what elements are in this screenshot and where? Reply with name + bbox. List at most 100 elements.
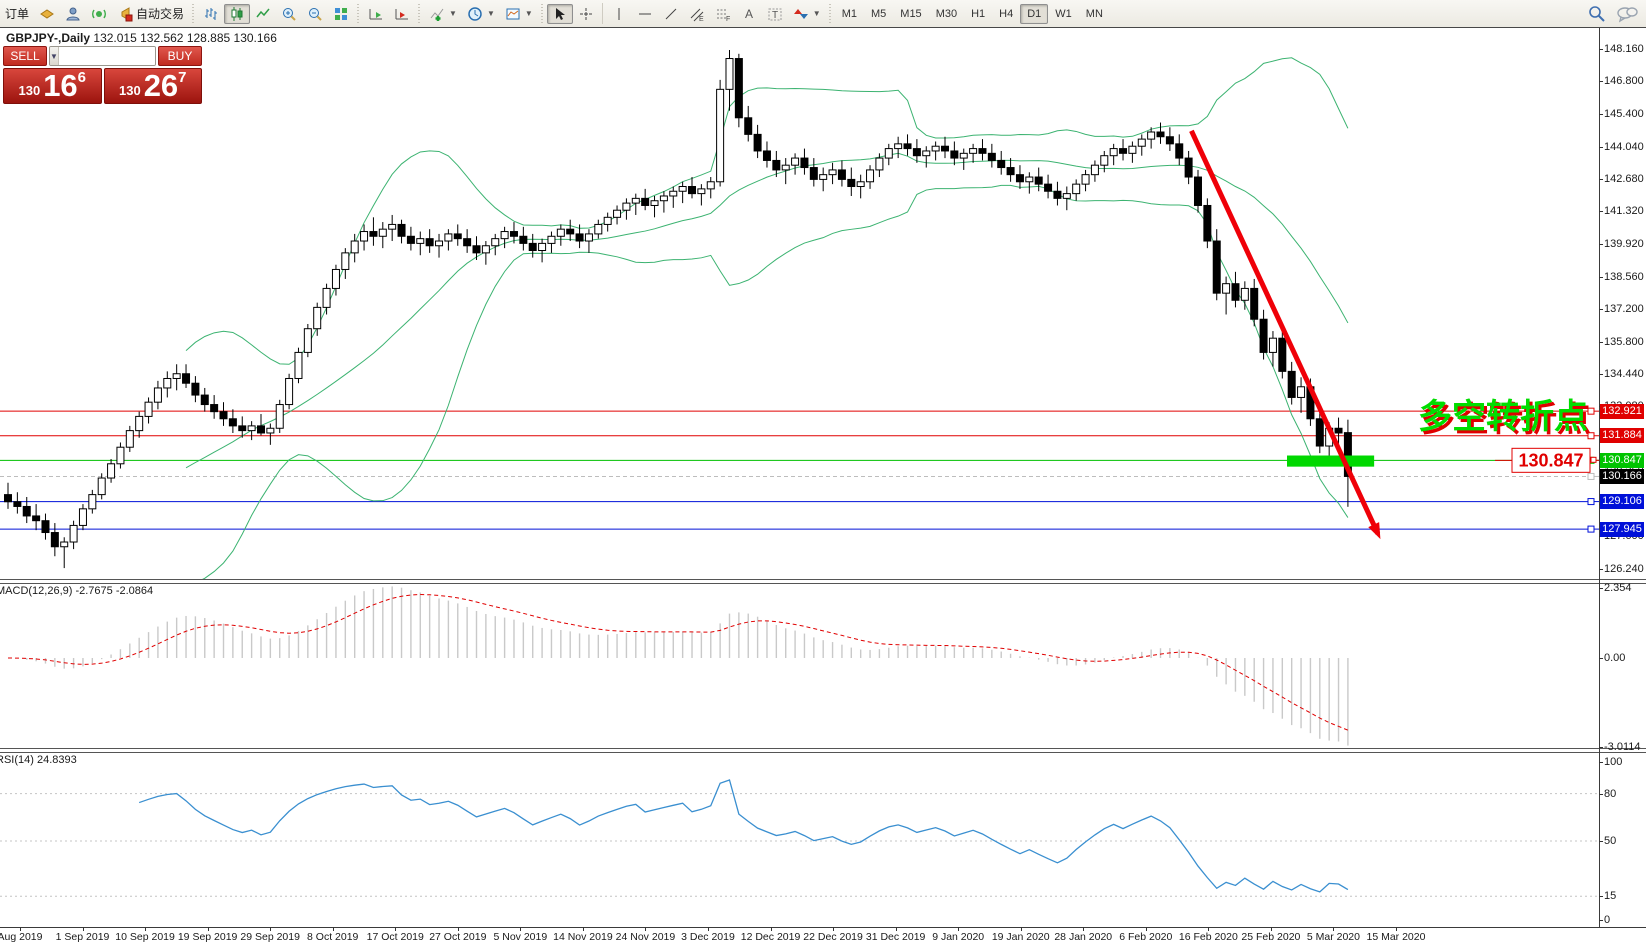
fibonacci-button[interactable]: F [710, 4, 736, 24]
price-axis-tick: 131.720 [1599, 432, 1644, 445]
sell-price-display[interactable]: 130 16 6 [3, 68, 102, 104]
timeframe-m15-button[interactable]: M15 [893, 4, 928, 24]
sell-price-big: 16 [43, 68, 78, 103]
sell-button[interactable]: SELL [3, 46, 47, 66]
arrows-shapes-icon [793, 6, 809, 22]
macd-signal-line [7, 594, 1349, 731]
text-icon: A [741, 6, 757, 22]
svg-text:A: A [745, 7, 753, 21]
text-label-icon: T [767, 6, 783, 22]
volume-stepper: ▼ ▲ [49, 46, 156, 66]
news-signal-button[interactable] [86, 4, 112, 24]
chart-shift-button[interactable] [389, 4, 415, 24]
timeframe-m1-button[interactable]: M1 [835, 4, 864, 24]
toolbar-separator [601, 3, 603, 24]
toolbar: 订单 自动交易 ▼ ▼ [0, 0, 1646, 28]
macd-canvas[interactable] [0, 584, 1599, 748]
date-axis-label: 10 Sep 2019 [115, 931, 175, 943]
rsi-axis-tick: 100 [1598, 756, 1623, 768]
market-depth-button[interactable] [34, 4, 60, 24]
community-button[interactable] [60, 4, 86, 24]
green-zone-rectangle[interactable] [1287, 455, 1375, 467]
channel-button[interactable]: E [684, 4, 710, 24]
price-tag: 130.847 [1600, 452, 1644, 468]
auto-scroll-icon [368, 6, 384, 22]
rsi-canvas[interactable] [0, 752, 1599, 927]
bar-chart-button[interactable] [198, 4, 224, 24]
date-axis-label: 8 Oct 2019 [307, 931, 359, 943]
timeframe-m30-button[interactable]: M30 [929, 4, 964, 24]
macd-axis-tick: 0.00 [1598, 652, 1626, 664]
svg-text:多空转折点: 多空转折点 [1418, 398, 1588, 436]
channel-icon: E [689, 6, 705, 22]
price-axis-line [1599, 28, 1600, 927]
news-signal-icon [91, 6, 107, 22]
rsi-axis-tick: 0 [1598, 914, 1611, 926]
price-tag: 130.166 [1600, 468, 1644, 484]
timeframe-label: M15 [900, 7, 922, 20]
chat-icon[interactable] [1616, 5, 1638, 23]
pane-splitter-rsi[interactable] [0, 748, 1646, 749]
periods-button[interactable]: ▼ [462, 4, 500, 24]
tile-windows-button[interactable] [328, 4, 354, 24]
timeframe-h4-button[interactable]: H4 [992, 4, 1020, 24]
buy-price-display[interactable]: 130 26 7 [103, 68, 202, 104]
date-axis-label: 1 Sep 2019 [55, 931, 110, 943]
timeframe-label: MN [1085, 7, 1103, 20]
pane-splitter-rsi-line2 [0, 752, 1646, 753]
price-axis-tick: 134.440 [1599, 368, 1644, 381]
cursor-button[interactable] [546, 3, 573, 24]
price-axis-tick: 146.800 [1599, 75, 1644, 88]
chart-title: GBPJPY-,Daily 132.015 132.562 128.885 13… [6, 31, 277, 45]
ohlc-values: 132.015 132.562 128.885 130.166 [93, 31, 277, 45]
macd-pane[interactable] [0, 584, 1599, 748]
templates-button[interactable]: ▼ [500, 4, 538, 24]
timeframe-d1-button[interactable]: D1 [1020, 3, 1049, 24]
timeframe-h1-button[interactable]: H1 [964, 4, 992, 24]
date-axis-label: 24 Nov 2019 [615, 931, 676, 943]
trendline-button[interactable] [658, 4, 684, 24]
toolbar-grip [539, 3, 545, 24]
text-button[interactable]: A [736, 4, 762, 24]
timeframe-label: M5 [871, 7, 887, 20]
text-label-button[interactable]: T [762, 4, 788, 24]
fibonacci-icon: F [715, 6, 731, 22]
date-axis-label: 5 Mar 2020 [1306, 931, 1360, 943]
community-icon [65, 6, 81, 22]
toolbar-grip [827, 3, 833, 24]
search-icon[interactable] [1588, 5, 1606, 23]
zoom-out-button[interactable] [302, 4, 328, 24]
rsi-pane[interactable] [0, 752, 1599, 927]
timeframe-m5-button[interactable]: M5 [864, 4, 893, 24]
autotrading-button[interactable]: 自动交易 [112, 4, 189, 24]
horizontal-line-button[interactable] [632, 4, 658, 24]
indicators-caret: ▼ [449, 9, 457, 18]
autotrading-icon [117, 6, 133, 22]
date-axis-label: 28 Jan 2020 [1054, 931, 1113, 943]
crosshair-button[interactable] [573, 4, 599, 24]
line-chart-button[interactable] [250, 4, 276, 24]
auto-scroll-button[interactable] [363, 4, 389, 24]
timeframe-w1-button[interactable]: W1 [1048, 4, 1079, 24]
date-axis-label: 29 Sep 2019 [240, 931, 300, 943]
volume-input[interactable] [58, 47, 155, 65]
zoom-in-icon [281, 6, 297, 22]
one-click-trading-panel: SELL ▼ ▲ BUY 130 16 6 130 26 7 [3, 46, 202, 104]
date-axis-label: 16 Feb 2020 [1178, 931, 1238, 943]
volume-decrease-button[interactable]: ▼ [50, 47, 59, 65]
indicators-button[interactable]: ▼ [424, 4, 462, 24]
price-axis-tick: 133.080 [1599, 400, 1644, 413]
main-chart-pane[interactable]: 多空转折点 多空转折点 130.847 [0, 28, 1599, 580]
buy-price-sup: 7 [178, 69, 187, 86]
price-tag: 131.884 [1600, 428, 1644, 444]
timeframe-mn-button[interactable]: MN [1079, 4, 1110, 24]
rsi-axis-tick: 15 [1598, 890, 1617, 902]
zoom-in-button[interactable] [276, 4, 302, 24]
buy-button[interactable]: BUY [158, 46, 202, 66]
vertical-line-button[interactable] [606, 4, 632, 24]
candlestick-chart-button[interactable] [224, 3, 251, 24]
arrows-shapes-button[interactable]: ▼ [788, 4, 826, 24]
pane-splitter-macd[interactable] [0, 579, 1646, 580]
new-order-button[interactable]: 订单 [0, 4, 34, 24]
